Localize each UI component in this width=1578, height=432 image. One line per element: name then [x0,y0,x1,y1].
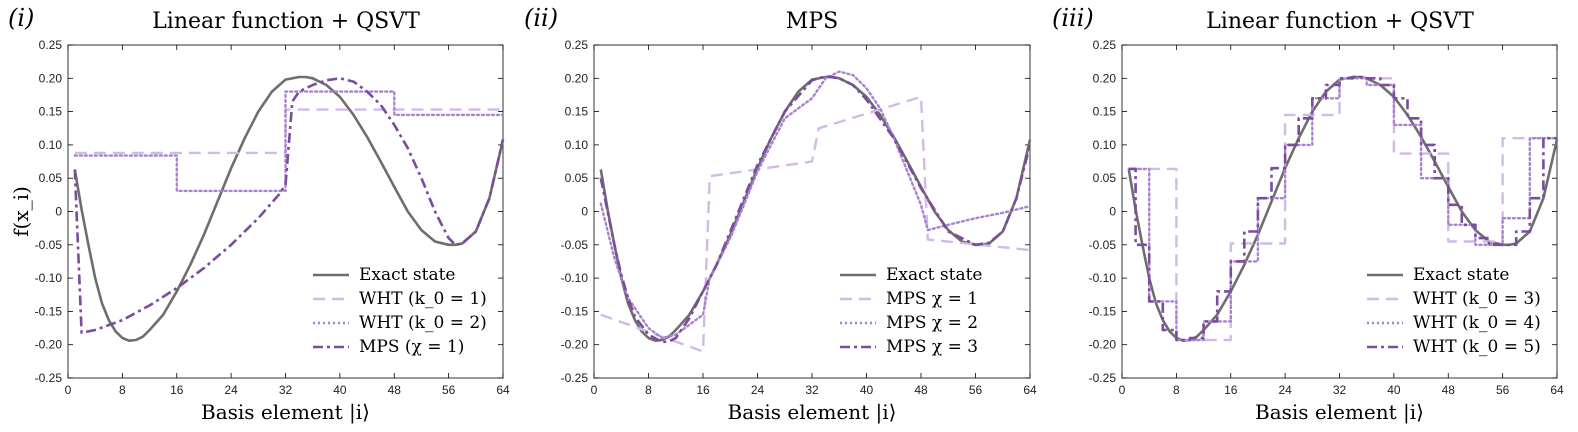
legend-entry: Exact state [886,265,982,285]
legend-entry: WHT (k_0 = 2) [359,313,487,333]
y-tick-label: -0.10 [561,271,589,285]
chart-title: MPS [786,9,838,34]
y-tick-label: 0.05 [565,171,589,185]
y-tick-label: 0.25 [565,38,589,52]
legend-entry: WHT (k_0 = 3) [1413,289,1541,309]
y-tick-label: -0.10 [1089,271,1117,285]
legend-entry: Exact state [1413,265,1509,285]
x-axis-label: Basis element |i⟩ [728,400,897,425]
legend-entry: MPS (χ = 1) [359,337,464,357]
x-tick-label: 0 [1119,383,1126,397]
chart-title: Linear function + QSVT [1206,9,1474,34]
y-tick-label: -0.25 [1089,371,1117,385]
y-tick-label: -0.15 [1089,304,1117,318]
y-tick-label: 0.20 [39,71,63,85]
chart-panel-1: -0.25 -0.20 -0.15 -0.10 -0.05 0 0.05 0.10 0.15 0.… [8,4,510,425]
series-line-4 [1128,75,1557,342]
series-line-1 [73,75,505,343]
y-tick-label: 0.15 [565,105,589,119]
series-line-3 [599,70,1032,340]
legend-entry: WHT (k_0 = 5) [1413,337,1541,357]
x-tick-label: 16 [1224,383,1238,397]
y-tick-label: -0.20 [1089,338,1117,352]
x-tick-label: 56 [1496,383,1510,397]
chart-title: Linear function + QSVT [152,9,420,34]
x-tick-label: 48 [1442,383,1456,397]
x-tick-label: 32 [1333,383,1347,397]
panel-label: (iii) [1052,4,1094,32]
x-tick-label: 40 [1387,383,1401,397]
y-tick-label: -0.20 [35,338,63,352]
legend: Exact state MPS χ = 1 MPS χ = 2 MPS χ = 3 [840,265,982,357]
chart-panel-3: -0.25 -0.20 -0.15 -0.10 -0.05 0 0.05 0.10 0.15 0.… [1052,4,1564,425]
legend-entry: MPS χ = 2 [886,313,978,333]
y-tick-label: 0.25 [1093,38,1117,52]
x-tick-label: 24 [751,383,765,397]
y-tick-label: -0.05 [561,238,589,252]
y-tick-label: -0.15 [35,304,63,318]
y-tick-label: -0.05 [1089,238,1117,252]
x-tick-label: 64 [1550,383,1564,397]
x-tick-label: 64 [1023,383,1037,397]
y-tick-label: 0 [55,205,62,219]
y-tick-label: 0.20 [565,71,589,85]
y-tick-label: -0.05 [35,238,63,252]
x-tick-label: 40 [860,383,874,397]
legend-entry: MPS χ = 3 [886,337,978,357]
panel-label: (ii) [524,4,558,32]
x-tick-label: 48 [914,383,928,397]
x-tick-label: 56 [969,383,983,397]
x-tick-label: 8 [645,383,652,397]
y-tick-label: 0.05 [1093,171,1117,185]
x-tick-label: 16 [170,383,184,397]
x-tick-label: 32 [805,383,819,397]
y-tick-label: -0.25 [35,371,63,385]
x-axis-label: Basis element |i⟩ [1255,400,1424,425]
y-tick-label: -0.10 [35,271,63,285]
panels: -0.25 -0.20 -0.15 -0.10 -0.05 0 0.05 0.10 0.15 0.… [8,4,1564,425]
y-tick-label: 0.25 [39,38,63,52]
y-tick-label: 0.05 [39,171,63,185]
x-tick-label: 16 [696,383,710,397]
y-tick-label: 0.10 [1093,138,1117,152]
x-tick-label: 0 [591,383,598,397]
x-tick-label: 8 [1173,383,1180,397]
y-tick-label: 0 [581,205,588,219]
x-tick-label: 32 [279,383,293,397]
x-tick-label: 24 [1278,383,1292,397]
y-tick-label: -0.20 [561,338,589,352]
y-tick-label: 0.15 [39,105,63,119]
legend: Exact state WHT (k_0 = 3) WHT (k_0 = 4) WHT… [1367,265,1541,357]
x-axis-label: Basis element |i⟩ [201,400,370,425]
series-line-3 [73,90,505,193]
x-tick-label: 8 [119,383,126,397]
x-tick-label: 56 [442,383,456,397]
y-tick-label: 0.10 [39,138,63,152]
series-line-1 [1127,75,1559,343]
series-line-2 [600,95,1031,353]
x-tick-label: 24 [224,383,238,397]
x-tick-label: 48 [388,383,402,397]
y-tick-label: 0 [1109,205,1116,219]
legend-entry: WHT (k_0 = 1) [359,289,487,309]
legend: Exact state WHT (k_0 = 1) WHT (k_0 = 2) MPS… [313,265,487,357]
legend-entry: MPS χ = 1 [886,289,978,309]
panel-label: (i) [8,4,34,32]
y-tick-label: 0.15 [1093,105,1117,119]
x-tick-label: 64 [496,383,510,397]
legend-entry: Exact state [359,265,455,285]
legend-entry: WHT (k_0 = 4) [1413,313,1541,333]
x-tick-label: 40 [333,383,347,397]
y-tick-label: 0.20 [1093,71,1117,85]
y-tick-label: 0.10 [565,138,589,152]
y-tick-label: -0.25 [561,371,589,385]
y-tick-label: -0.15 [561,304,589,318]
y-axis-label: f(x_i) [9,186,33,237]
series-line-4 [73,77,505,335]
x-tick-label: 0 [65,383,72,397]
chart-panel-2: -0.25 -0.20 -0.15 -0.10 -0.05 0 0.05 0.10 0.15 0.… [524,4,1037,425]
